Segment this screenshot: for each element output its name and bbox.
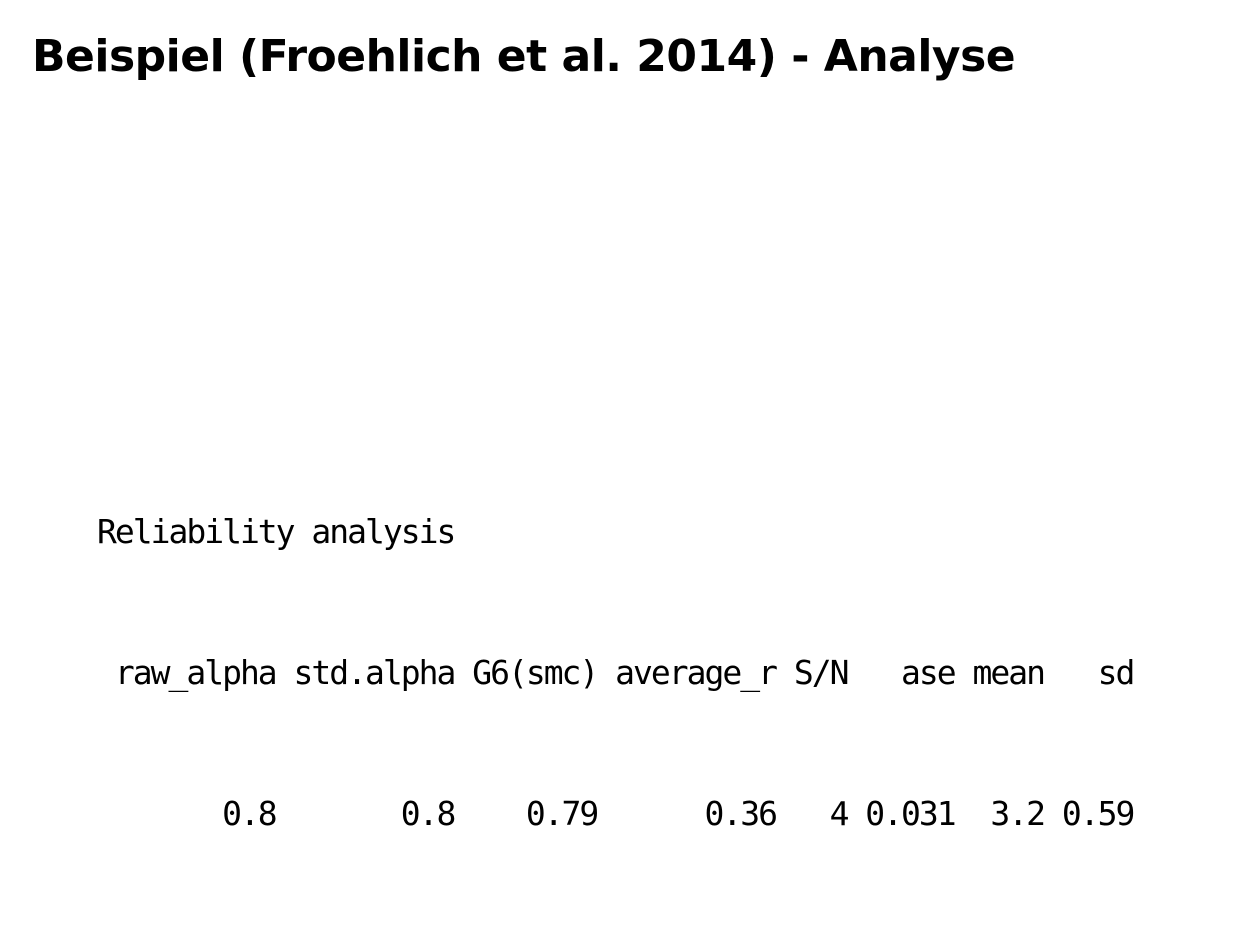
output-value-row: 0.8 0.8 0.79 0.36 4 0.031 3.2 0.59 <box>97 794 1135 833</box>
output-header-row: raw_alpha std.alpha G6(smc) average_r S/… <box>97 653 1135 692</box>
reliability-output-block: Reliability analysis raw_alpha std.alpha… <box>97 414 1135 884</box>
output-heading: Reliability analysis <box>97 512 456 551</box>
slide-title: Beispiel (Froehlich et al. 2014) - Analy… <box>32 31 1016 82</box>
